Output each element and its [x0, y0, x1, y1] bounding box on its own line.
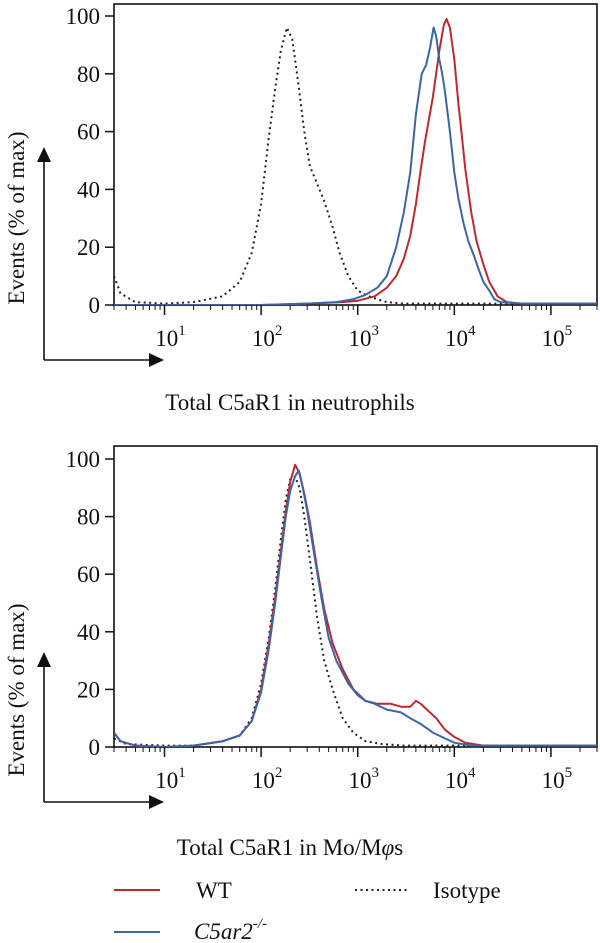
- x-axis-arrowhead: [149, 795, 164, 809]
- y-tick-label: 60: [77, 562, 100, 587]
- y-tick-label: 20: [77, 235, 100, 260]
- y-axis-arrowhead: [37, 652, 51, 667]
- x-tick-base: 10: [348, 768, 371, 793]
- x-tick-exponent: 2: [275, 323, 283, 339]
- x-tick-base: 10: [155, 326, 178, 351]
- legend-label-text: Isotype: [433, 878, 501, 903]
- x-tick-label: 102: [252, 323, 283, 351]
- y-tick-label: 80: [77, 505, 100, 530]
- x-tick-exponent: 4: [468, 323, 476, 339]
- x-tick-exponent: 4: [468, 765, 476, 781]
- legend: WT C5ar2-/- Isotype: [114, 878, 501, 943]
- x-tick-label: 104: [445, 323, 476, 351]
- x-tick-base: 10: [445, 326, 468, 351]
- y-tick-label: 0: [89, 293, 101, 318]
- x-axis-arrowhead: [149, 353, 164, 367]
- legend-label-superscript: -/-: [253, 916, 267, 932]
- x-tick-base: 10: [155, 768, 178, 793]
- series-group: [114, 17, 597, 305]
- x-axis-title: Total C5aR1 in neutrophils: [165, 390, 415, 415]
- x-tick-exponent: 5: [565, 323, 573, 339]
- y-tick-label: 0: [89, 735, 101, 760]
- y-axis-title: Events (% of max): [4, 603, 29, 776]
- legend-item-wt: WT: [114, 878, 232, 903]
- x-tick-base: 10: [542, 768, 565, 793]
- y-axis-title: Events (% of max): [4, 131, 29, 304]
- x-tick-base: 10: [348, 326, 371, 351]
- x-tick-exponent: 5: [565, 765, 573, 781]
- y-axis-arrowhead: [37, 147, 51, 162]
- x-tick-exponent: 2: [275, 765, 283, 781]
- legend-item-c5ar2ko: C5ar2-/-: [114, 916, 267, 943]
- x-axis-title: Total C5aR1 in Mo/Mφs: [177, 835, 404, 860]
- x-tick-label: 103: [348, 323, 379, 351]
- x-tick-label: 102: [252, 765, 283, 793]
- series-line-c5ar2ko: [114, 26, 597, 305]
- x-axis-title-suffix: s: [394, 835, 403, 860]
- x-tick-exponent: 1: [178, 323, 186, 339]
- x-tick-label: 105: [542, 323, 573, 351]
- x-tick-label: 104: [445, 765, 476, 793]
- series-line-c5ar2ko: [114, 469, 597, 747]
- y-tick-label: 40: [77, 620, 100, 645]
- series-line-wt: [114, 17, 597, 305]
- x-tick-base: 10: [252, 768, 275, 793]
- legend-label-isotype: Isotype: [433, 878, 501, 903]
- x-axis-title-prefix: Total C5aR1 in Mo/M: [177, 835, 382, 860]
- y-tick-label: 100: [66, 4, 101, 29]
- series-line-isotype: [114, 26, 597, 305]
- x-tick-exponent: 3: [371, 765, 379, 781]
- series-line-wt: [114, 463, 597, 747]
- x-axis-title-phi: φ: [382, 835, 395, 860]
- series-group: [114, 463, 597, 747]
- legend-label-text: C5ar2: [194, 919, 253, 943]
- x-tick-label: 101: [155, 765, 186, 793]
- legend-label-c5ar2ko: C5ar2-/-: [194, 916, 267, 943]
- x-tick-label: 101: [155, 323, 186, 351]
- x-tick-label: 105: [542, 765, 573, 793]
- y-tick-label: 40: [77, 177, 100, 202]
- y-tick-label: 80: [77, 62, 100, 87]
- legend-item-isotype: Isotype: [355, 878, 501, 903]
- y-tick-label: 20: [77, 677, 100, 702]
- legend-label-wt: WT: [196, 878, 232, 903]
- legend-label-text: WT: [196, 878, 232, 903]
- plot-frame: [113, 445, 598, 748]
- x-tick-base: 10: [445, 768, 468, 793]
- x-tick-label: 103: [348, 765, 379, 793]
- x-tick-base: 10: [252, 326, 275, 351]
- x-tick-base: 10: [542, 326, 565, 351]
- plot-frame: [113, 3, 598, 306]
- series-line-isotype: [114, 475, 597, 747]
- y-tick-label: 60: [77, 120, 100, 145]
- x-tick-exponent: 1: [178, 765, 186, 781]
- y-tick-label: 100: [66, 447, 101, 472]
- x-tick-exponent: 3: [371, 323, 379, 339]
